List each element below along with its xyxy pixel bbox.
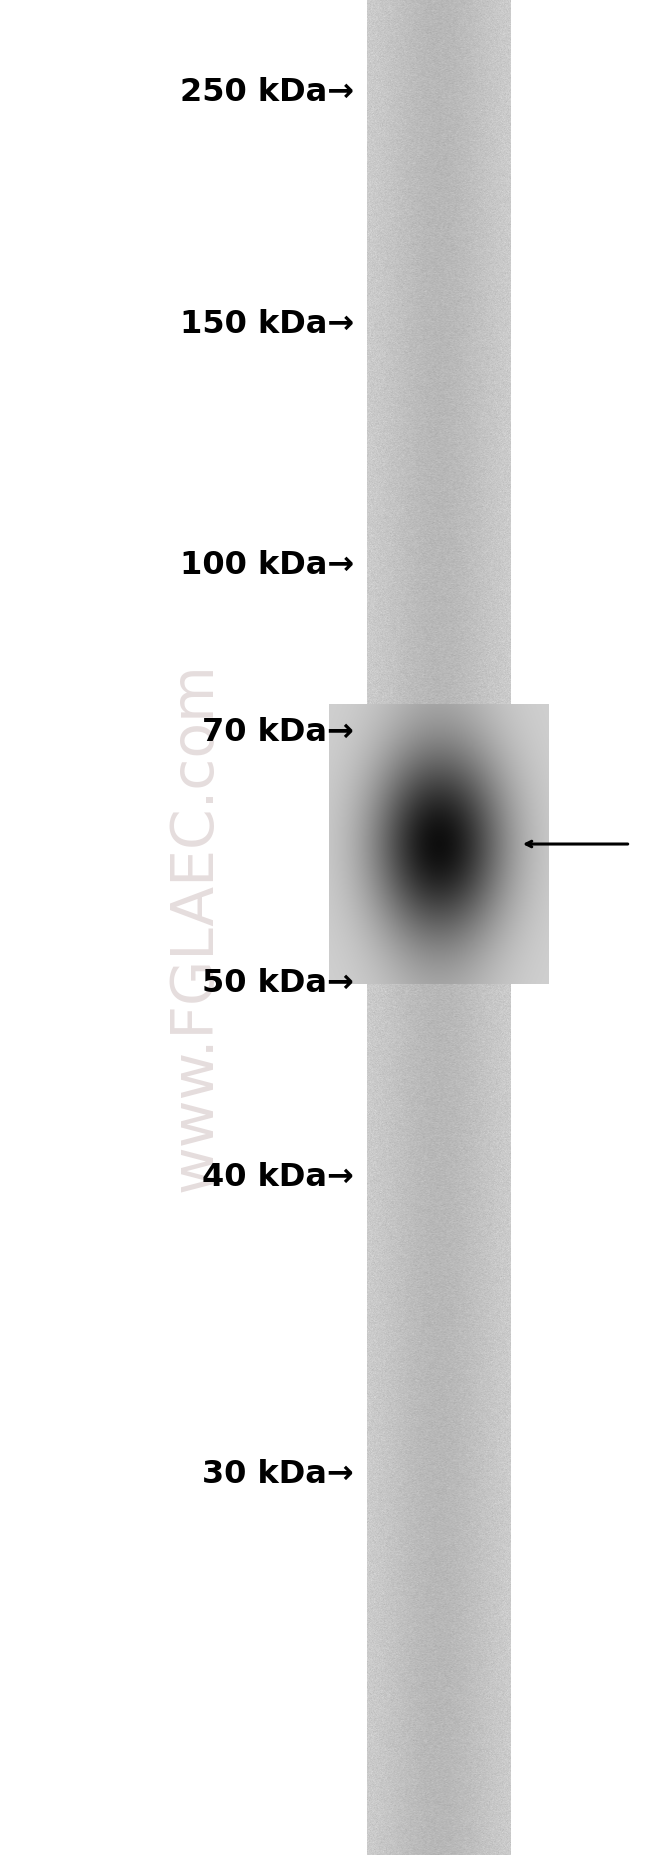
Text: 40 kDa→: 40 kDa→ [202, 1163, 354, 1193]
Text: 70 kDa→: 70 kDa→ [202, 718, 354, 748]
Text: 150 kDa→: 150 kDa→ [180, 310, 354, 339]
Text: 100 kDa→: 100 kDa→ [180, 551, 354, 581]
Text: 30 kDa→: 30 kDa→ [203, 1460, 354, 1490]
Text: 50 kDa→: 50 kDa→ [202, 968, 354, 998]
Text: 250 kDa→: 250 kDa→ [180, 78, 354, 108]
Text: www.FGLAEC.com: www.FGLAEC.com [166, 662, 224, 1193]
